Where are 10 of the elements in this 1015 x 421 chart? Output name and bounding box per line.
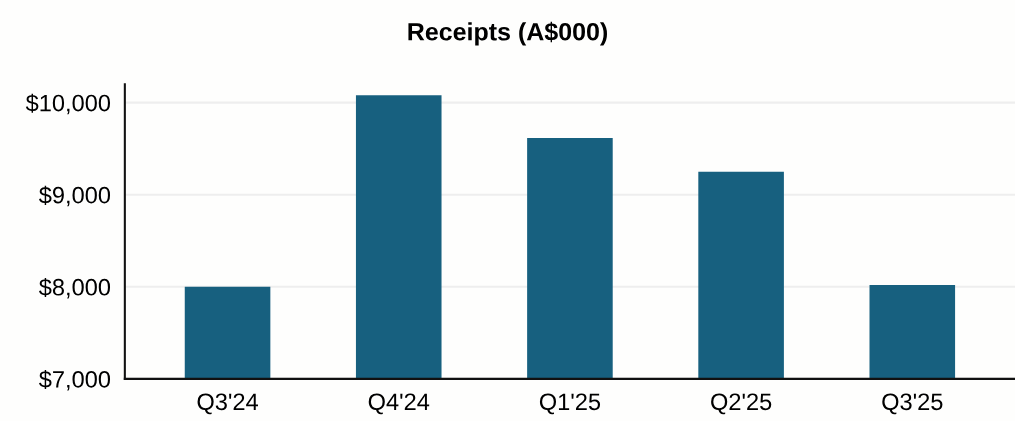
y-tick-label: $10,000 (25, 93, 111, 115)
x-tick-label: Q3'25 (882, 393, 943, 415)
y-tick-label: $8,000 (39, 277, 111, 299)
x-tick-label: Q2'25 (711, 393, 772, 415)
x-tick-label: Q4'24 (368, 393, 430, 415)
y-tick-label: $7,000 (39, 369, 111, 391)
chart-title: Receipts (A$000) (408, 21, 607, 46)
y-tick-label: $9,000 (39, 185, 111, 207)
x-tick-label: Q3'24 (197, 393, 258, 415)
x-tick-label: Q1'25 (539, 393, 601, 415)
